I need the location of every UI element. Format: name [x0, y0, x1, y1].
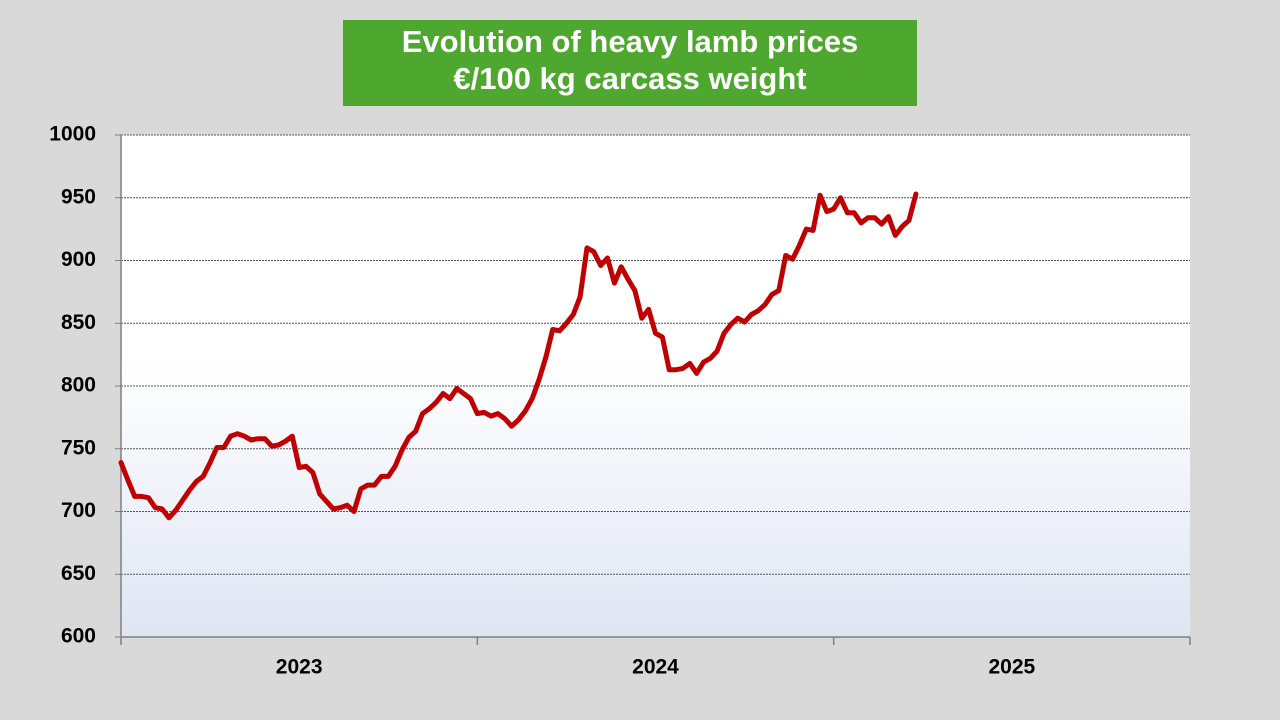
chart-title: Evolution of heavy lamb prices	[402, 24, 859, 59]
y-tick-label: 900	[61, 248, 96, 271]
y-tick-label: 1000	[49, 123, 96, 146]
x-tick-label: 2023	[276, 656, 323, 679]
y-tick-label: 750	[61, 436, 96, 459]
y-tick-label: 600	[61, 625, 96, 648]
y-tick-label: 950	[61, 185, 96, 208]
x-tick-label: 2025	[988, 656, 1035, 679]
chart-subtitle: €/100 kg carcass weight	[453, 61, 806, 96]
y-tick-label: 650	[61, 562, 96, 585]
y-tick-label: 700	[61, 499, 96, 522]
y-tick-label: 850	[61, 311, 96, 334]
x-tick-label: 2024	[632, 656, 679, 679]
price-line	[118, 191, 919, 521]
title-box	[343, 20, 917, 106]
y-tick-label: 800	[61, 374, 96, 397]
